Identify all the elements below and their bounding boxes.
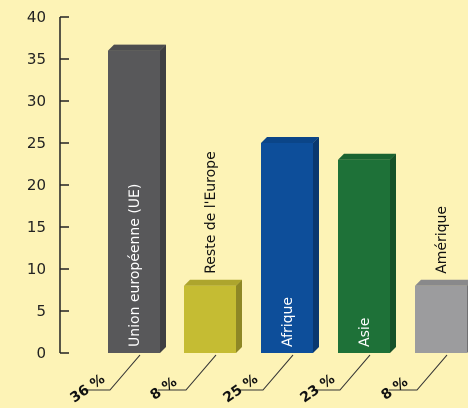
bar-top-2 (261, 137, 319, 143)
y-tick-label-20: 20 (27, 176, 46, 194)
y-tick-label-30: 30 (27, 92, 46, 110)
y-tick-label-5: 5 (36, 302, 46, 320)
percent-label-3: 23 % (297, 371, 338, 406)
bar-3 (338, 159, 390, 353)
y-tick-label-10: 10 (27, 260, 46, 278)
bar-side-0 (160, 44, 166, 353)
y-tick-label-40: 40 (27, 8, 46, 26)
bar-side-3 (390, 153, 396, 353)
bar-category-label-2: Afrique (280, 297, 296, 347)
bar-0 (108, 50, 160, 353)
percent-label-4: 8 % (378, 374, 411, 404)
bar-top-3 (338, 153, 396, 160)
percent-leader-2 (235, 354, 294, 391)
y-tick-label-15: 15 (27, 218, 46, 236)
bar-top-1 (184, 279, 242, 286)
bar-category-label-0: Union européenne (UE) (127, 184, 143, 347)
percent-leader-4 (389, 354, 448, 391)
percent-label-2: 25 % (220, 371, 261, 406)
percent-leader-3 (312, 354, 371, 391)
y-tick-label-25: 25 (27, 134, 46, 152)
bar-1 (184, 285, 236, 353)
bar-4 (415, 285, 467, 353)
bar-side-1 (236, 279, 242, 353)
bar-category-label-4: Amérique (434, 206, 450, 274)
percent-label-1: 8 % (147, 374, 180, 404)
percent-leader-1 (158, 354, 217, 391)
y-tick-label-0: 0 (36, 344, 46, 362)
bar-top-0 (108, 44, 166, 51)
bar-side-2 (313, 137, 319, 353)
bar-category-label-1: Reste de l'Europe (203, 151, 219, 273)
percent-label-0: 36 % (67, 371, 108, 406)
y-tick-label-35: 35 (27, 50, 46, 68)
bar-category-label-3: Asie (357, 318, 373, 347)
percent-leader-0 (82, 354, 141, 391)
bar-top-4 (415, 279, 468, 286)
bar-2 (261, 143, 313, 353)
